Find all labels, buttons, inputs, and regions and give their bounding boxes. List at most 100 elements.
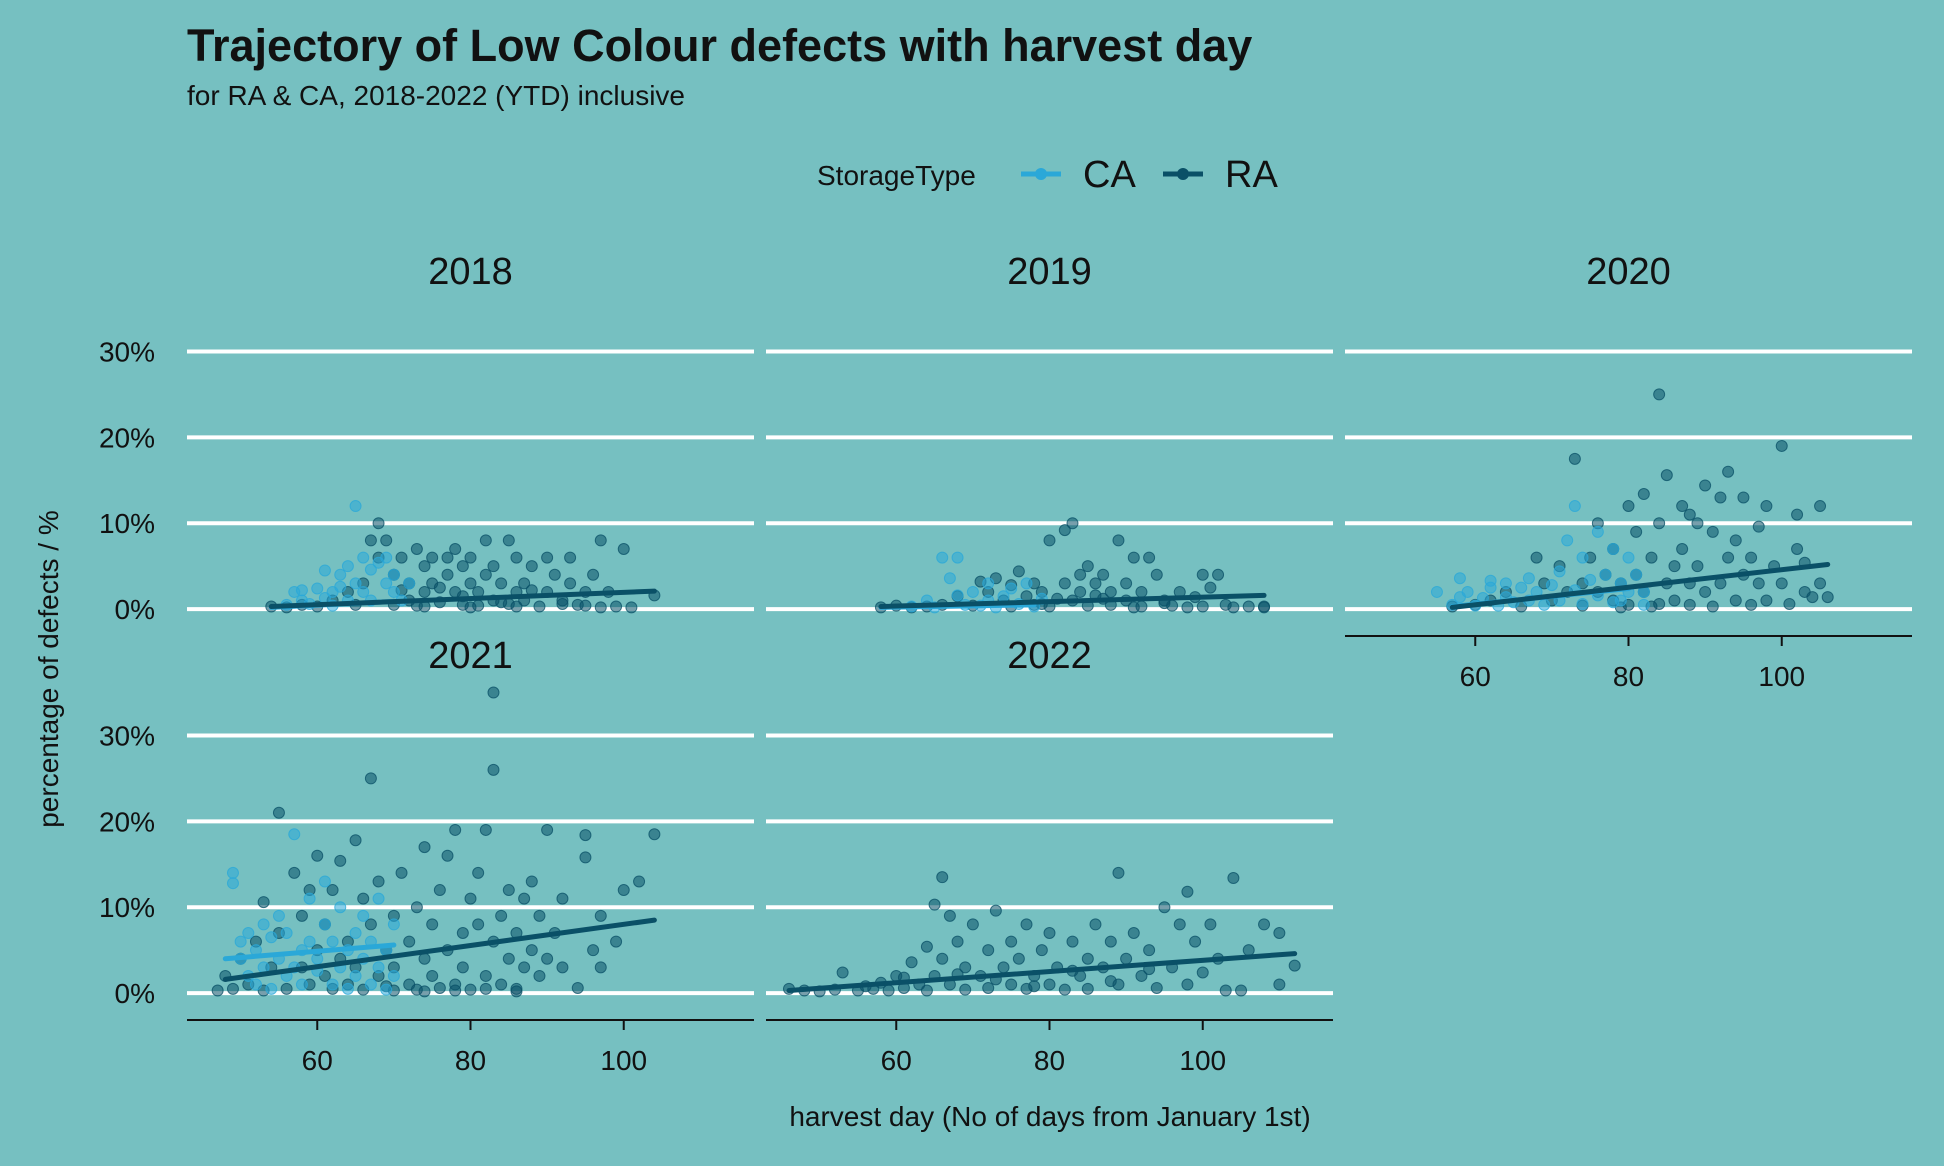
data-point-ra [1775,439,1788,452]
data-point-ra [579,599,592,612]
data-point-ca [1020,577,1033,590]
data-point-ra [882,984,895,997]
data-point-ra [533,969,546,982]
data-point-ra [1081,560,1094,573]
trend-line-ra [222,917,657,982]
data-point-ca [966,585,979,598]
data-point-ra [1043,978,1056,991]
data-point-ra [1258,600,1271,613]
data-point-ra [518,892,531,905]
data-point-ra [533,600,546,613]
data-point-ra [464,551,477,564]
data-point-ca [1607,543,1620,555]
data-point-ra [564,577,577,590]
data-point-ra [1196,966,1209,979]
data-point-ra [510,551,523,564]
data-point-ra [982,981,995,994]
data-point-ra [364,772,377,785]
data-point-ra [418,560,431,573]
data-point-ca [936,551,949,564]
data-point-ca [1622,551,1635,564]
data-point-ra [334,854,347,867]
facet-strip-label: 2022 [1007,635,1092,677]
legend: StorageType CA RA [817,154,1278,196]
data-point-ra [449,823,462,836]
data-point-ca [372,961,385,974]
data-point-ra [836,966,849,979]
data-point-ra [1104,935,1117,948]
data-point-ra [1653,597,1666,610]
data-point-ca [341,560,354,573]
data-point-ca [364,978,377,991]
data-point-ra [936,871,949,884]
y-tick-label: 0% [115,594,155,625]
data-point-ca [334,568,347,581]
data-point-ca [387,568,400,581]
data-point-ca [1515,581,1528,594]
data-point-ca [265,982,278,995]
data-point-ra [418,985,431,998]
data-point-ra [564,551,577,564]
data-point-ca [1568,500,1581,513]
facet-panel-2022: 2022 60 80 100 [766,635,1333,1076]
data-point-ra [426,551,439,564]
data-point-ca [364,563,377,576]
data-point-ca [372,892,385,905]
y-tick-label: 10% [99,892,155,923]
data-point-ra [943,909,956,922]
data-point-ca [334,580,347,593]
data-point-ra [1112,534,1125,547]
data-point-ra [1074,585,1087,598]
data-point-ra [1568,452,1581,465]
data-point-ra [594,961,607,974]
y-axis-label: percentage of defects / % [33,510,64,828]
data-point-ra [533,909,546,922]
legend-label-ra: RA [1225,154,1278,196]
data-point-ra [403,935,416,948]
data-point-ra [1035,944,1048,957]
data-point-ra [395,551,408,564]
data-point-ra [510,985,523,998]
facet-strip-label: 2020 [1586,251,1671,293]
data-point-ra [495,978,508,991]
data-point-ca [1453,572,1466,585]
data-point-ca [334,901,347,914]
data-point-ca [311,582,324,595]
data-point-ra [326,884,339,897]
data-point-ra [1760,500,1773,513]
data-point-ra [936,952,949,965]
data-point-ra [1089,918,1102,931]
data-point-ra [1135,585,1148,598]
data-point-ra [426,918,439,931]
data-point-ra [1143,551,1156,564]
data-point-ra [487,560,500,573]
data-point-ra [1668,594,1681,607]
data-point-ra [1668,560,1681,573]
data-point-ra [1173,918,1186,931]
data-point-ra [1745,598,1758,611]
data-point-ca [242,927,255,939]
facet-panel-2021: 2021 0% 10% 20% 30% 60 80 100 [99,635,754,1076]
data-point-ca [341,982,354,995]
data-point-ra [1235,984,1248,997]
data-point-ca [951,589,964,602]
data-point-ra [1181,978,1194,991]
data-point-ra [594,909,607,922]
data-point-ra [1120,577,1133,590]
data-point-ra [1143,944,1156,957]
data-point-ca [1553,565,1566,578]
data-point-ca [1576,551,1589,564]
data-point-ra [1729,594,1742,607]
data-point-ra [1189,935,1202,948]
data-point-ra [1181,601,1194,614]
data-point-ra [1729,534,1742,547]
data-point-ra [1150,981,1163,994]
data-point-ca [349,969,362,982]
data-point-ra [1058,524,1071,537]
data-point-ra [1683,508,1696,521]
data-point-ra [1691,560,1704,573]
data-point-ra [272,806,285,819]
data-point-ra [1104,975,1117,988]
data-point-ra [410,901,423,914]
data-point-ra [372,517,385,530]
